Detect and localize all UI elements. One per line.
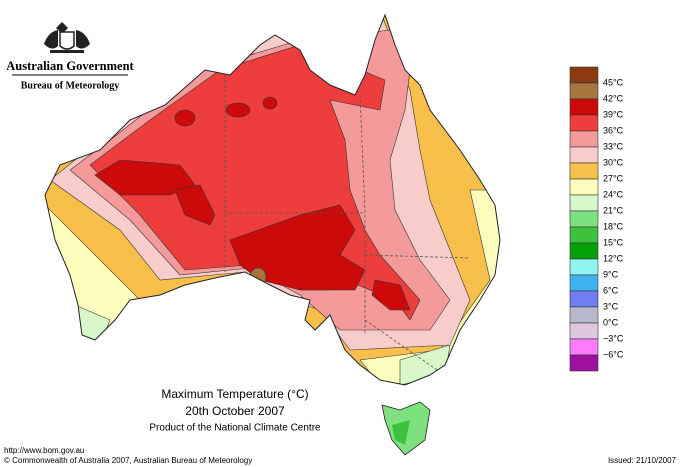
map-date: 20th October 2007	[185, 404, 285, 418]
legend-label: 3°C	[603, 301, 619, 311]
legend-label: 6°C	[603, 285, 619, 295]
legend-label: 36°C	[603, 125, 624, 135]
legend-label: 9°C	[603, 269, 619, 279]
legend-swatch	[569, 130, 599, 148]
legend-swatch	[569, 258, 599, 276]
tasmania-cool	[392, 420, 410, 445]
legend-swatch	[569, 82, 599, 100]
legend-swatch	[569, 146, 599, 164]
legend-swatch	[569, 66, 599, 84]
footer-url: http://www.bom.gov.au	[4, 446, 84, 455]
legend-swatch	[569, 210, 599, 228]
bureau-name: Bureau of Meteorology	[21, 80, 120, 91]
legend-swatch	[569, 290, 599, 308]
legend-label: 30°C	[603, 157, 624, 167]
legend-label: 33°C	[603, 141, 624, 151]
map-title: Maximum Temperature (°C)	[161, 387, 308, 401]
legend-swatch	[569, 274, 599, 292]
legend-swatch	[569, 322, 599, 340]
footer-issued: Issued: 21/10/2007	[608, 456, 677, 465]
coat-of-arms	[44, 22, 90, 53]
legend-swatch	[569, 242, 599, 260]
legend-swatch	[569, 354, 599, 372]
legend-label: −6°C	[603, 349, 624, 359]
legend-swatch	[569, 162, 599, 180]
legend-label: 0°C	[603, 317, 619, 327]
legend-swatch	[569, 98, 599, 116]
map-product: Product of the National Climate Centre	[149, 423, 321, 434]
legend-label: 24°C	[603, 189, 624, 199]
legend-swatch	[569, 114, 599, 132]
agency-name: Australian Government	[6, 59, 134, 73]
legend-swatch	[569, 194, 599, 212]
legend-label: 42°C	[603, 93, 624, 103]
legend-label: 39°C	[603, 109, 624, 119]
legend-label: 27°C	[603, 173, 624, 183]
legend-label: 45°C	[603, 77, 624, 87]
legend-swatch	[569, 226, 599, 244]
footer-copyright: © Commonwealth of Australia 2007, Austra…	[4, 456, 252, 465]
legend-label: −3°C	[603, 333, 624, 343]
legend-label: 18°C	[603, 221, 624, 231]
legend-swatch	[569, 306, 599, 324]
legend-label: 12°C	[603, 253, 624, 263]
legend: 45°C 42°C 39°C 36°C 33°C 30°C 27°C 24°C 21°C 18°C…	[569, 66, 624, 372]
legend-label: 21°C	[603, 205, 624, 215]
legend-label: 15°C	[603, 237, 624, 247]
legend-swatch	[569, 178, 599, 196]
legend-swatch	[569, 338, 599, 356]
